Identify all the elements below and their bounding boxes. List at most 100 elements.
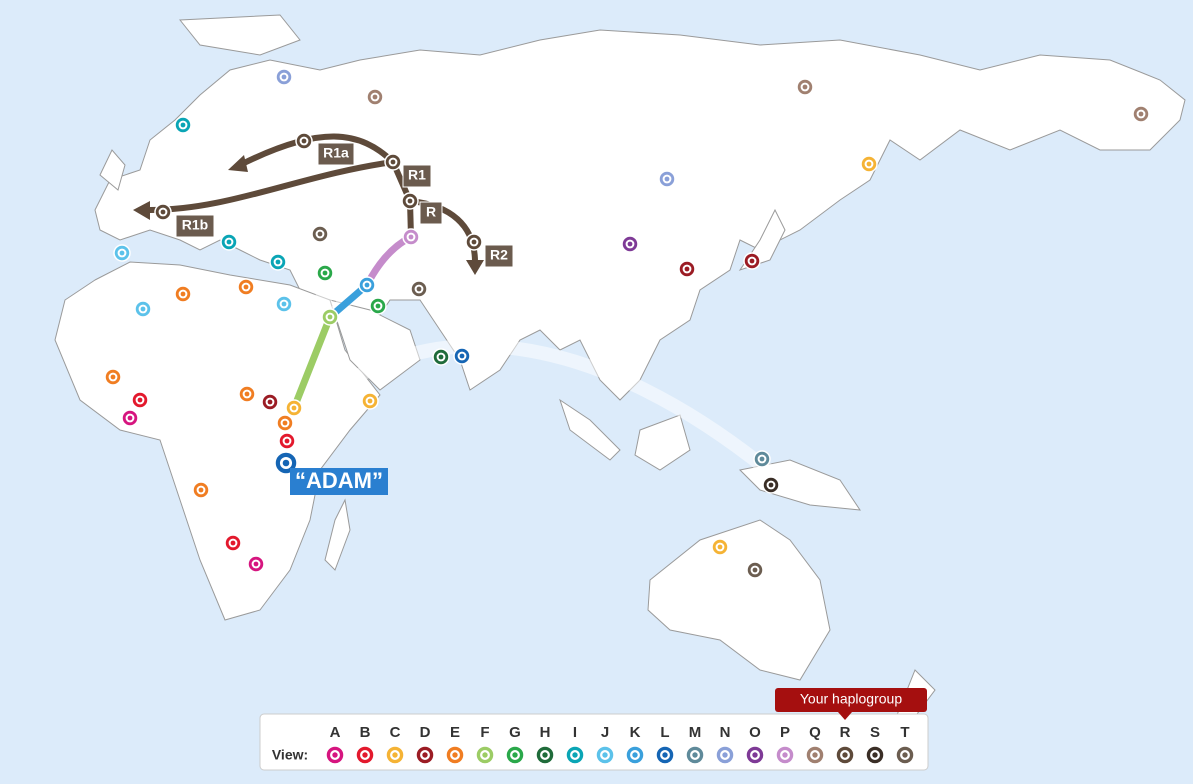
legend-item[interactable]: Q xyxy=(805,724,825,765)
legend-item[interactable]: S xyxy=(865,724,885,765)
migration-label: R1a xyxy=(323,145,349,161)
migration-label-box xyxy=(175,214,215,238)
legend-marker[interactable] xyxy=(325,745,345,765)
legend-item[interactable]: R xyxy=(835,724,855,765)
origin-text: “ADAM” xyxy=(295,468,383,493)
marker-core xyxy=(1138,111,1144,117)
legend-item[interactable]: C xyxy=(385,724,405,765)
legend-letter: K xyxy=(630,724,641,741)
legend-marker[interactable] xyxy=(895,745,915,765)
view-label: View: xyxy=(272,747,308,763)
legend-marker[interactable] xyxy=(355,745,375,765)
legend-marker[interactable] xyxy=(535,745,555,765)
legend-marker[interactable] xyxy=(385,745,405,765)
migration-label: R1b xyxy=(182,217,208,233)
marker-core xyxy=(281,74,287,80)
haplogroup-marker xyxy=(753,450,771,468)
legend-item[interactable]: T xyxy=(895,724,915,765)
migration-label-box xyxy=(484,244,514,268)
sumatra xyxy=(559,398,621,461)
marker-core xyxy=(244,391,250,397)
haplogroup-marker xyxy=(621,235,639,253)
legend-marker[interactable] xyxy=(655,745,675,765)
legend-marker[interactable] xyxy=(775,745,795,765)
legend-item[interactable]: O xyxy=(745,724,765,765)
marker-core xyxy=(284,438,290,444)
legend-marker[interactable] xyxy=(445,745,465,765)
legend-letter: M xyxy=(689,724,702,741)
legend-marker[interactable] xyxy=(865,745,885,765)
marker-core xyxy=(717,544,723,550)
haplogroup-marker xyxy=(174,116,192,134)
legend-item[interactable]: M xyxy=(685,724,705,765)
africa xyxy=(54,261,381,621)
legend-marker[interactable] xyxy=(625,745,645,765)
legend-letter: S xyxy=(870,724,880,741)
legend-marker[interactable] xyxy=(595,745,615,765)
legend-marker[interactable] xyxy=(745,745,765,765)
haplogroup-marker xyxy=(237,278,255,296)
legend-item[interactable]: J xyxy=(595,724,615,765)
marker-core xyxy=(542,752,548,758)
haplogroup-marker xyxy=(711,538,729,556)
marker-core xyxy=(180,291,186,297)
marker-core xyxy=(160,209,166,215)
arrowheads xyxy=(133,155,484,275)
legend-marker[interactable] xyxy=(715,745,735,765)
legend-item[interactable]: G xyxy=(505,724,525,765)
marker-core xyxy=(482,752,488,758)
legend-marker[interactable] xyxy=(475,745,495,765)
marker-core xyxy=(802,84,808,90)
marker-core xyxy=(722,752,728,758)
marker-core xyxy=(281,301,287,307)
haplogroup-marker xyxy=(410,280,428,298)
legend-marker[interactable] xyxy=(835,745,855,765)
legend-marker[interactable] xyxy=(685,745,705,765)
haplogroup-marker xyxy=(174,285,192,303)
legend-marker[interactable] xyxy=(805,745,825,765)
marker-core xyxy=(230,540,236,546)
haplogroup-marker xyxy=(453,347,471,365)
haplogroup-marker xyxy=(321,308,339,326)
haplogroup-marker xyxy=(220,233,238,251)
marker-core xyxy=(692,752,698,758)
haplogroup-marker xyxy=(285,399,303,417)
legend-item[interactable]: P xyxy=(775,724,795,765)
haplogroup-marker xyxy=(113,244,131,262)
haplogroup-marker xyxy=(1132,105,1150,123)
haplogroup-marker xyxy=(261,393,279,411)
legend-item[interactable]: I xyxy=(565,724,585,765)
marker-core xyxy=(137,397,143,403)
madagascar xyxy=(324,498,351,571)
legend-items: A B C D E F G H I J K L M N O P Q R S T xyxy=(325,724,915,765)
legend-item[interactable]: E xyxy=(445,724,465,765)
marker-core xyxy=(902,752,908,758)
marker-core xyxy=(752,752,758,758)
legend-item[interactable]: A xyxy=(325,724,345,765)
australia xyxy=(647,519,831,681)
migration-label-box xyxy=(402,164,432,188)
legend-item[interactable]: K xyxy=(625,724,645,765)
legend-item[interactable]: F xyxy=(475,724,495,765)
legend-marker[interactable] xyxy=(505,745,525,765)
haplogroup-marker xyxy=(275,295,293,313)
marker-core xyxy=(438,354,444,360)
haplogroup-marker xyxy=(366,88,384,106)
legend-item[interactable]: B xyxy=(355,724,375,765)
marker-core xyxy=(198,487,204,493)
legend-letter: T xyxy=(900,724,909,741)
marker-core xyxy=(367,398,373,404)
legend-item[interactable]: N xyxy=(715,724,735,765)
legend-item[interactable]: L xyxy=(655,724,675,765)
haplogroup-marker xyxy=(746,561,764,579)
legend-item[interactable]: D xyxy=(415,724,435,765)
marker-core xyxy=(662,752,668,758)
marker-core xyxy=(282,420,288,426)
marker-core xyxy=(684,266,690,272)
legend-marker[interactable] xyxy=(565,745,585,765)
marker-core xyxy=(267,399,273,405)
legend-item[interactable]: H xyxy=(535,724,555,765)
legend-letter: D xyxy=(420,724,431,741)
haplogroup-marker xyxy=(154,203,172,221)
legend-marker[interactable] xyxy=(415,745,435,765)
